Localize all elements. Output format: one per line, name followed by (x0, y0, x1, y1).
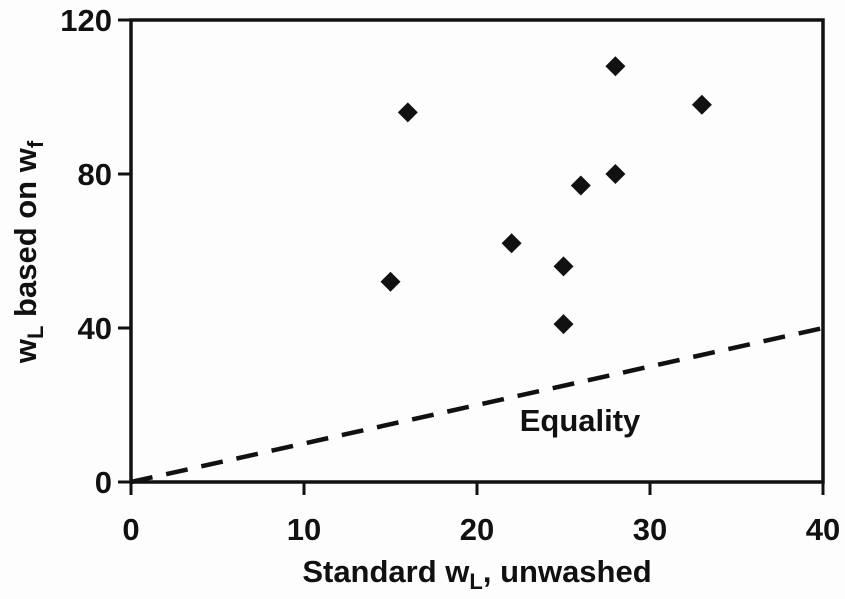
x-tick-label: 30 (633, 512, 667, 547)
y-tick-label: 40 (78, 311, 112, 346)
data-point-diamond (380, 271, 401, 292)
equality-line-label: Equality (520, 403, 641, 438)
y-axis-title: wL based on wf (8, 140, 48, 364)
y-tick-label: 80 (78, 157, 112, 192)
x-axis-tick-labels: 0 10 20 30 40 (122, 512, 840, 547)
y-axis-ticks (118, 18, 131, 484)
x-axis-ticks (129, 482, 825, 495)
data-point-diamond (570, 175, 591, 196)
equality-dashed-line (130, 325, 824, 485)
data-point-diamond (553, 314, 574, 335)
x-axis-title: Standard wL, unwashed (302, 554, 651, 594)
data-point-diamond (605, 164, 626, 184)
y-tick-label: 0 (95, 465, 112, 500)
x-tick-label: 0 (122, 512, 139, 547)
equality-line (130, 325, 824, 485)
y-axis-tick-labels: 0 40 80 120 (60, 3, 112, 500)
plot-area-border (129, 18, 825, 484)
x-tick-label: 10 (287, 512, 321, 547)
x-tick-label: 40 (806, 512, 840, 547)
y-tick-label: 120 (60, 3, 112, 38)
data-point-diamond (501, 233, 522, 254)
data-points (380, 56, 712, 335)
data-point-diamond (553, 256, 574, 277)
x-tick-label: 20 (460, 512, 494, 547)
data-point-diamond (605, 56, 626, 77)
data-point-diamond (397, 102, 418, 123)
data-point-diamond (691, 94, 712, 115)
